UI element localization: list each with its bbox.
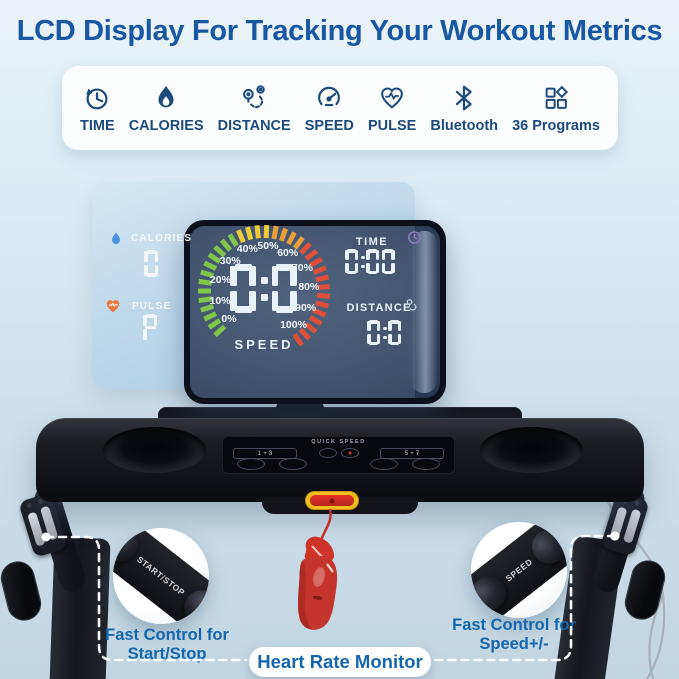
keypad-oval-button	[340, 448, 359, 458]
caption-line: Start/Stop	[127, 645, 207, 664]
start-stop-pad-label: START/STOP	[135, 554, 187, 598]
feature-time: TIME	[80, 83, 115, 134]
keypad-button	[369, 457, 398, 470]
clock-icon	[82, 83, 112, 113]
programs-grid-icon	[541, 83, 571, 113]
heart-rate-monitor-badge: Heart Rate Monitor	[249, 647, 431, 677]
safety-key	[310, 495, 354, 506]
feature-distance: DISTANCE	[218, 83, 291, 134]
right-grip-cap	[621, 556, 669, 624]
feature-card: TIME CALORIES DISTANCE	[62, 66, 618, 150]
caption-line: Fast Control for	[452, 616, 576, 634]
stop-label: STOP	[161, 574, 187, 598]
handle-button	[26, 502, 33, 509]
power-dot	[348, 451, 351, 455]
speed-pad: − SPEED +	[471, 522, 567, 618]
route-pin-icon	[239, 83, 269, 113]
speed-pad-label: SPEED	[503, 556, 535, 584]
right-caption: Fast Control for Speed+/-	[444, 616, 584, 655]
feature-label: Bluetooth	[430, 117, 499, 134]
heart-rate-clip	[298, 508, 338, 630]
feature-label: TIME	[80, 117, 115, 134]
feature-speed: SPEED	[305, 83, 354, 134]
quick-speed-left-keys: 1 + 3	[233, 447, 297, 459]
start-stop-pad: START/STOP	[113, 528, 209, 624]
feature-pulse: PULSE	[368, 83, 416, 134]
feature-calories: CALORIES	[129, 83, 204, 134]
page-title: LCD Display For Tracking Your Workout Me…	[16, 15, 663, 47]
feature-label: CALORIES	[128, 117, 204, 134]
left-cup-holder	[103, 427, 206, 473]
right-cup-holder	[480, 427, 583, 473]
quick-speed-keys: 1 + 3 5 + 7	[233, 447, 444, 459]
keypad-button	[412, 457, 440, 470]
left-grip-cap	[0, 557, 45, 625]
keypad-button	[237, 457, 265, 470]
feature-bluetooth: Bluetooth	[430, 83, 498, 134]
quick-speed-right-keys: 5 + 7	[380, 447, 444, 459]
lcd-monitor	[184, 220, 446, 404]
keypad-button	[279, 457, 308, 470]
safety-key-slot	[305, 491, 359, 510]
caption-line: Speed+/-	[479, 635, 549, 654]
flame-icon	[151, 83, 181, 113]
keypad-oval-button	[318, 448, 337, 458]
keypad-button-row	[237, 457, 440, 470]
speed-zoom-circle: − SPEED +	[471, 522, 567, 618]
feature-programs: 36 Programs	[512, 83, 600, 134]
heart-pulse-icon	[377, 83, 407, 113]
lcd-screen-face	[190, 226, 440, 398]
start-stop-zoom-circle: START/STOP	[113, 528, 209, 624]
safety-key-dot	[329, 498, 335, 503]
quick-speed-label: QUICK SPEED	[311, 439, 366, 445]
feature-label: 36 Programs	[512, 117, 600, 134]
caption-line: Fast Control for	[105, 626, 229, 644]
feature-label: PULSE	[367, 117, 417, 134]
console-keypad: QUICK SPEED 1 + 3 5 + 7	[222, 436, 455, 474]
handle-button	[634, 500, 641, 507]
bluetooth-icon	[449, 83, 479, 113]
screen-reflection	[411, 231, 437, 393]
speedometer-icon	[314, 83, 344, 113]
feature-label: DISTANCE	[217, 117, 291, 134]
left-caption: Fast Control for Start/Stop	[97, 626, 237, 665]
feature-label: SPEED	[304, 117, 354, 134]
